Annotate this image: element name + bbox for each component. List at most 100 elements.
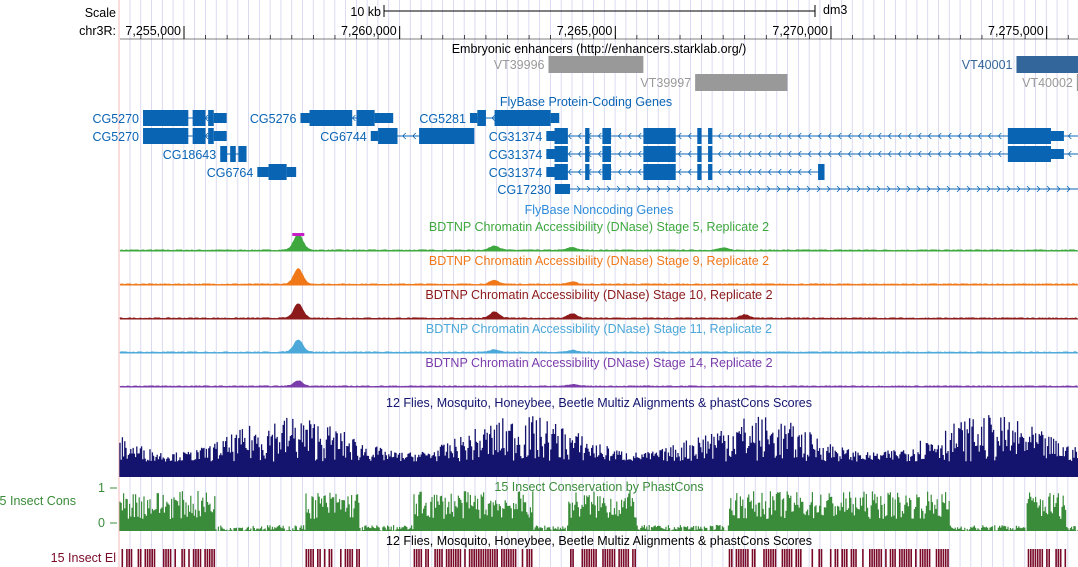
dnase-track[interactable]: BDTNP Chromatin Accessibility (DNase) St… <box>119 220 1078 252</box>
gene-label[interactable]: CG5270 <box>92 112 139 126</box>
strand-arrow <box>806 185 811 193</box>
gene-utr <box>213 113 227 123</box>
strand-arrow <box>1066 185 1071 193</box>
enhancer-item[interactable]: VT40002 <box>1022 74 1078 91</box>
gene-label[interactable]: CG5281 <box>419 112 466 126</box>
dnase-track-title: BDTNP Chromatin Accessibility (DNase) St… <box>429 220 769 234</box>
strand-arrow <box>567 168 572 176</box>
dnase-track[interactable]: BDTNP Chromatin Accessibility (DNase) St… <box>119 356 1078 388</box>
strand-arrow <box>956 185 961 193</box>
multiz-track[interactable]: 12 Flies, Mosquito, Honeybee, Beetle Mul… <box>119 396 1078 477</box>
strand-arrow <box>747 132 752 140</box>
strand-arrow <box>586 185 591 193</box>
ruler-ticks: 7,255,000 7,260,000 7,265,000 7,270,000 7,27… <box>125 24 1069 39</box>
strand-arrow <box>687 150 692 158</box>
noncoding-gene-item[interactable]: CG17230 <box>497 183 1078 197</box>
gene-label[interactable]: CG5276 <box>250 112 297 126</box>
gene-exon <box>554 164 568 180</box>
enhancer-label[interactable]: VT39996 <box>494 58 545 72</box>
enhancer-block[interactable] <box>695 74 788 91</box>
strand-arrow <box>627 132 632 140</box>
gene-exon <box>643 164 676 180</box>
dnase-track[interactable]: BDTNP Chromatin Accessibility (DNase) St… <box>119 288 1078 320</box>
dnase-track[interactable]: BDTNP Chromatin Accessibility (DNase) St… <box>119 254 1078 286</box>
strand-arrow <box>897 132 902 140</box>
strand-arrow <box>767 150 772 158</box>
gene-item[interactable]: CG5276 <box>250 110 394 126</box>
enhancer-block[interactable] <box>548 56 644 73</box>
gene-item[interactable]: CG5270 <box>92 110 227 126</box>
noncoding-genes-track[interactable]: CG17230 FlyBase Noncoding Genes <box>497 183 1078 217</box>
strand-arrow <box>777 150 782 158</box>
ruler[interactable]: Scale 10 kb dm3 chr3R: 7,255,000 7,260,00… <box>79 3 1078 40</box>
strand-arrow <box>797 150 802 158</box>
gene-label[interactable]: CG31374 <box>489 130 543 144</box>
enhancer-item[interactable]: VT39997 <box>640 74 788 91</box>
strand-arrow <box>351 114 356 122</box>
gene-label[interactable]: CG31374 <box>489 148 543 162</box>
strand-arrow <box>737 132 742 140</box>
strand-arrow <box>846 185 851 193</box>
gene-label[interactable]: CG31374 <box>489 166 543 180</box>
enhancer-block[interactable] <box>1076 74 1078 91</box>
strand-arrow <box>837 132 842 140</box>
gene-exon <box>585 164 590 180</box>
strand-arrow <box>637 132 642 140</box>
scale-label: Scale <box>85 6 116 20</box>
insect-el-track[interactable]: 12 Flies, Mosquito, Honeybee, Beetle Mul… <box>51 534 1067 567</box>
strand-arrow <box>787 132 792 140</box>
strand-arrow <box>877 150 882 158</box>
ruler-tick-label: 7,255,000 <box>125 24 181 38</box>
gene-item[interactable]: CG5281 <box>419 110 560 126</box>
insect-el-label: 15 Insect El <box>51 551 116 565</box>
strand-arrow <box>1006 185 1011 193</box>
enhancer-label[interactable]: VT39997 <box>640 76 691 90</box>
gene-item[interactable]: CG6744 <box>320 128 475 144</box>
gene-label[interactable]: CG5270 <box>92 130 139 144</box>
gene-label[interactable]: CG6744 <box>320 130 367 144</box>
enhancers-track[interactable]: Embryonic enhancers (http://enhancers.st… <box>452 42 1078 91</box>
gene-utr <box>1050 131 1064 141</box>
strand-arrow <box>677 168 682 176</box>
enhancer-label[interactable]: VT40002 <box>1022 76 1073 90</box>
enhancer-item[interactable]: VT39996 <box>494 56 644 73</box>
strand-arrow <box>1036 185 1041 193</box>
insect-cons-ymax: 1 <box>98 481 105 495</box>
gene-utr <box>546 167 555 177</box>
strand-arrow <box>756 185 761 193</box>
insect-cons-track[interactable]: 15 Insect Conservation by PhastCons 15 I… <box>0 480 1078 531</box>
gene-exon <box>220 146 228 162</box>
gene-label[interactable]: CG6764 <box>207 166 254 180</box>
dnase-track[interactable]: BDTNP Chromatin Accessibility (DNase) St… <box>119 322 1078 354</box>
insect-cons-bars-path <box>119 491 1078 531</box>
strand-arrow <box>736 185 741 193</box>
gene-utr <box>300 113 310 123</box>
enhancer-label[interactable]: VT40001 <box>962 58 1013 72</box>
gene-exon <box>554 184 571 194</box>
gene-label[interactable]: CG18643 <box>163 148 217 162</box>
gene-item[interactable]: CG18643 <box>163 146 247 162</box>
gene-label[interactable]: CG17230 <box>497 183 551 197</box>
strand-arrow <box>737 168 742 176</box>
gene-item[interactable]: CG31374 <box>489 164 825 180</box>
strand-arrow <box>636 185 641 193</box>
gene-item[interactable]: CG31374 <box>489 128 1078 144</box>
gene-exon <box>208 128 214 144</box>
strand-arrow <box>957 132 962 140</box>
strand-arrow <box>937 132 942 140</box>
dnase-signal <box>119 233 1078 252</box>
dnase-signal <box>119 268 1078 286</box>
enhancer-block[interactable] <box>1016 56 1078 73</box>
gene-item[interactable]: CG31374 <box>489 146 1078 162</box>
gene-item[interactable]: CG5270 <box>92 128 227 144</box>
enhancer-item[interactable]: VT40001 <box>962 56 1078 73</box>
gene-item[interactable]: CG6764 <box>207 164 297 180</box>
strand-arrow <box>816 185 821 193</box>
strand-arrow <box>677 132 682 140</box>
strand-arrow <box>897 150 902 158</box>
strand-arrow <box>827 150 832 158</box>
dnase-tracks[interactable]: BDTNP Chromatin Accessibility (DNase) St… <box>119 220 1078 388</box>
protein-coding-genes-track[interactable]: FlyBase Protein-Coding Genes CG5270 CG527… <box>92 95 1078 180</box>
gene-exon <box>643 146 676 162</box>
